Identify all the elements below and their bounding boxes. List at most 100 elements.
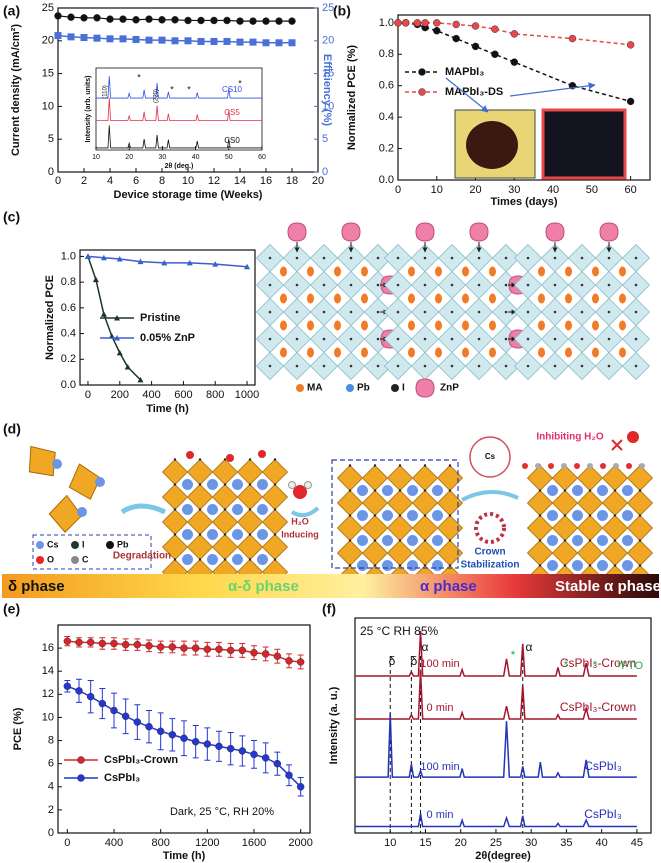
atom-ma xyxy=(592,266,599,277)
phase-label: δ phase xyxy=(8,578,65,595)
atom-cs xyxy=(622,560,633,571)
annotation: * xyxy=(170,84,174,94)
atom-i xyxy=(376,337,380,341)
atom-i xyxy=(580,283,584,287)
plot-frame xyxy=(95,67,263,151)
series-label: CsPbI₃ xyxy=(584,807,622,821)
panel-label: (e) xyxy=(3,601,20,617)
y-tick-label: 1.0 xyxy=(379,17,394,29)
data-point xyxy=(63,637,72,645)
y2-tick-label: 20 xyxy=(322,35,334,47)
crown-layer xyxy=(626,463,632,469)
atom-i xyxy=(563,489,567,492)
atom-i xyxy=(398,539,402,542)
atom-i xyxy=(198,533,202,536)
series-label: CsPbI₃-Crown xyxy=(560,700,636,714)
annotation: * xyxy=(137,72,141,82)
data-point xyxy=(510,30,519,38)
y2-tick-label: 25 xyxy=(322,2,334,14)
atom-i xyxy=(580,364,584,368)
atom-ma xyxy=(408,293,415,304)
x-tick-label: 12 xyxy=(208,175,220,187)
phase-bar xyxy=(2,574,659,598)
atom-cs xyxy=(597,485,608,496)
atom-i xyxy=(398,464,402,467)
data-point xyxy=(491,50,499,59)
annotation: (110) xyxy=(103,85,109,99)
y-tick-label: 1.0 xyxy=(61,250,76,262)
x-tick-label: 10 xyxy=(182,175,194,187)
x-tick-label: 14 xyxy=(234,175,246,187)
y-tick-label: 8 xyxy=(48,734,54,746)
atom-cs xyxy=(622,485,633,496)
x-tick-label: 40 xyxy=(192,154,200,161)
atom-i xyxy=(173,533,177,536)
y-tick-label: 6 xyxy=(48,758,54,770)
data-point xyxy=(100,254,107,261)
panel-label: (f) xyxy=(322,601,336,617)
atom-i xyxy=(295,310,299,314)
atom-i xyxy=(396,364,400,368)
atom-i xyxy=(613,514,617,517)
y-axis-label: Intensity (a. u.) xyxy=(328,686,340,764)
data-point xyxy=(285,657,293,665)
atom-cs xyxy=(432,510,443,521)
atom-i xyxy=(268,337,272,341)
atom-i xyxy=(223,458,227,461)
atom-ma xyxy=(565,347,572,358)
x-tick-label: 25 xyxy=(490,837,502,849)
atom-ma xyxy=(462,320,469,331)
atom-i xyxy=(423,464,427,467)
atom-i xyxy=(273,558,277,561)
x-axis-label: 2θ (deg.) xyxy=(165,163,194,170)
atom-i xyxy=(348,539,352,542)
annotation: δ xyxy=(389,654,396,668)
data-point xyxy=(238,646,247,655)
atom-i xyxy=(580,337,584,341)
octahedron xyxy=(48,494,83,533)
atom-ma xyxy=(489,266,496,277)
legend-label: CsPbI₃ xyxy=(104,772,140,784)
annotation: 0 min xyxy=(427,702,454,714)
znp-molecule xyxy=(415,378,435,398)
atom-cs xyxy=(232,554,243,565)
crown-layer xyxy=(522,463,528,469)
y-tick-label: 2 xyxy=(48,804,54,816)
atom-ma xyxy=(489,320,496,331)
data-point xyxy=(250,750,258,759)
atom-i xyxy=(423,337,427,341)
atom-i xyxy=(373,539,377,542)
y-tick-label: 25 xyxy=(42,2,54,14)
atom-i xyxy=(553,256,557,260)
atom-i xyxy=(376,256,380,260)
legend-label: Pb xyxy=(117,539,129,549)
atom-i xyxy=(223,483,227,486)
data-point xyxy=(402,19,410,27)
atom-ma xyxy=(489,293,496,304)
y-axis-label: PCE (%) xyxy=(12,707,24,750)
data-point xyxy=(54,12,62,20)
atom-ma xyxy=(361,320,368,331)
atom-ma xyxy=(538,347,545,358)
atom-i xyxy=(563,564,567,567)
x-tick-label: 40 xyxy=(547,184,559,196)
data-point xyxy=(197,37,205,45)
atom-cs xyxy=(257,529,268,540)
x-tick-label: 4 xyxy=(107,175,113,187)
atom-i xyxy=(423,310,427,314)
data-point xyxy=(223,37,231,45)
x-tick-label: 400 xyxy=(142,389,160,401)
data-point xyxy=(433,26,441,35)
atom-ma xyxy=(334,347,341,358)
data-point xyxy=(203,740,212,748)
data-point xyxy=(184,16,192,25)
annotation: (220) xyxy=(154,89,160,103)
atom-i xyxy=(348,489,352,492)
atom-i xyxy=(349,283,353,287)
atom-ma xyxy=(280,320,287,331)
atom-i xyxy=(580,310,584,314)
atom-ma xyxy=(462,347,469,358)
crown-layer xyxy=(574,463,580,469)
data-point xyxy=(215,742,223,751)
data-point xyxy=(288,39,296,47)
